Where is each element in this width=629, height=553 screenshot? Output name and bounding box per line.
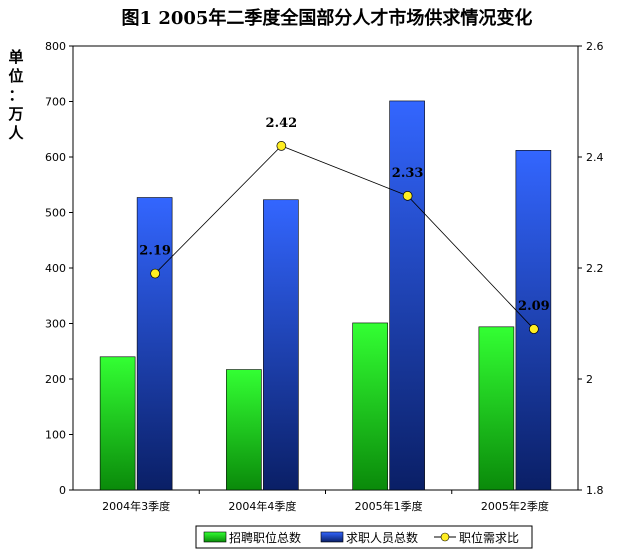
bar-seeker [515, 150, 552, 491]
ratio-data-label: 2.42 [266, 116, 298, 131]
ratio-point [150, 268, 160, 279]
category-label: 2005年2季度 [481, 499, 549, 513]
bar-seeker [136, 197, 173, 491]
bar-recruit [478, 326, 515, 491]
left-tick-label: 500 [45, 207, 66, 220]
left-tick-label: 400 [45, 262, 66, 275]
category-label: 2005年1季度 [355, 499, 423, 513]
left-tick-label: 700 [45, 96, 66, 109]
category-label: 2004年3季度 [102, 499, 170, 513]
legend: 招聘职位总数 求职人员总数 职位需求比 [195, 525, 533, 549]
right-y-axis: 1.8 2 2.2 2.4 2.6 [578, 40, 604, 497]
left-tick-label: 300 [45, 318, 66, 331]
bar-recruit [352, 322, 388, 491]
chart-title: 图1 2005年二季度全国部分人才市场供求情况变化 [122, 7, 533, 29]
unit-label-text: 单位：万人 [7, 48, 24, 142]
left-tick-label: 0 [59, 484, 66, 497]
right-tick-label: 2.6 [586, 40, 604, 53]
bar-recruit [226, 369, 262, 491]
ratio-data-label: 2.19 [139, 244, 171, 259]
left-tick-label: 100 [45, 429, 66, 442]
bar-series [99, 100, 552, 491]
left-y-axis: 0 100 200 300 400 500 600 700 800 [45, 40, 73, 497]
right-tick-label: 2.2 [586, 262, 604, 275]
legend-label-recruit: 招聘职位总数 [229, 530, 301, 545]
right-tick-label: 1.8 [586, 484, 604, 497]
ratio-point [529, 324, 539, 334]
left-tick-label: 200 [45, 373, 66, 386]
bar-seeker [389, 100, 425, 491]
bar-recruit [99, 356, 136, 491]
category-axis: 2004年3季度 2004年4季度 2005年1季度 2005年2季度 [102, 490, 549, 513]
ratio-line-series: 2.19 2.42 2.33 2.09 [139, 116, 550, 334]
ratio-data-label: 2.09 [518, 299, 550, 314]
right-tick-label: 2.4 [586, 151, 604, 164]
ratio-point [276, 141, 287, 151]
legend-swatch-seeker [320, 531, 344, 543]
legend-label-seeker: 求职人员总数 [346, 530, 418, 545]
legend-label-ratio: 职位需求比 [459, 530, 519, 545]
ratio-point [402, 191, 413, 201]
right-tick-label: 2 [586, 373, 593, 386]
ratio-line [154, 145, 535, 330]
legend-box [195, 525, 533, 549]
bar-seeker [263, 199, 299, 491]
legend-marker-ratio [440, 532, 450, 542]
legend-swatch-recruit [203, 531, 227, 543]
left-tick-label: 800 [45, 40, 66, 53]
unit-label: 单位：万人 [7, 48, 24, 142]
ratio-data-label: 2.33 [392, 166, 424, 181]
left-tick-label: 600 [45, 151, 66, 164]
category-label: 2004年4季度 [228, 499, 296, 513]
